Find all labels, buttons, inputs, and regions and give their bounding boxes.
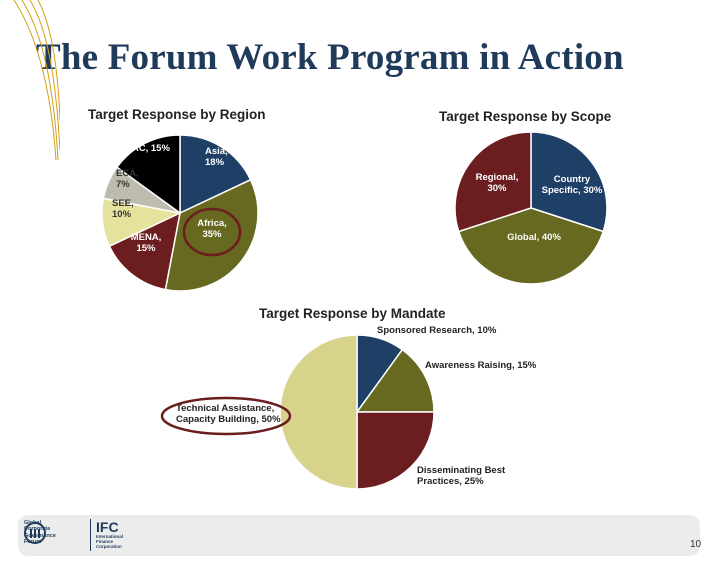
pie-chart-2: Sponsored Research, 10% Awareness Raising… — [160, 325, 537, 490]
logo-divider — [90, 519, 91, 551]
slice-label: Asia, 18% — [205, 146, 228, 168]
pie-slice — [179, 134, 252, 215]
slice-label: Technical Assistance, Capacity Building, … — [176, 403, 281, 425]
slice-label: Awareness Raising, 15% — [425, 360, 537, 371]
pie-slice — [530, 131, 608, 233]
slice-label: MENA, 15% — [131, 232, 162, 254]
chart-title-mandate: Target Response by Mandate — [259, 306, 446, 321]
pie-slice — [355, 348, 435, 413]
slice-label: LAC, 15% — [126, 143, 170, 154]
pie-slice — [356, 411, 435, 490]
pie-slice — [454, 131, 532, 233]
pie-slice — [164, 178, 259, 292]
chart-title-region: Target Response by Region — [88, 107, 266, 122]
slice-label: ECA, 7% — [116, 168, 139, 190]
page-number: 10 — [690, 539, 702, 550]
slice-label: Regional, 30% — [476, 172, 519, 194]
slice-label: Country Specific, 30% — [542, 174, 603, 196]
corner-decoration — [13, 0, 60, 160]
slice-label: SEE, 10% — [112, 198, 134, 220]
pie-slice — [457, 207, 605, 285]
slice-label: Africa, 35% — [197, 218, 227, 240]
ifc-logo: IFC International Finance Corporation — [96, 520, 138, 550]
highlight-ring — [182, 207, 242, 257]
chart-title-scope: Target Response by Scope — [439, 109, 612, 124]
pie-slice — [108, 211, 182, 291]
slide-title: The Forum Work Program in Action — [36, 37, 624, 78]
pie-chart-1: Country Specific, 30% Global, 40% Regional,… — [454, 131, 608, 285]
slice-label: Global, 40% — [507, 232, 561, 243]
ifc-logo-text: International Finance Corporation — [96, 534, 124, 550]
gcgf-emblem-icon — [24, 522, 46, 544]
ifc-logo-mark: IFC — [96, 519, 119, 535]
pie-chart-0: Asia, 18% Africa, 35% MENA, 15% SEE, 10% ECA, 7% L… — [101, 134, 259, 292]
footer-bar: Global Corporate Governance Forum IFC In… — [18, 515, 700, 556]
pie-slice — [115, 134, 181, 215]
highlight-ring — [160, 396, 292, 436]
gcgf-logo: Global Corporate Governance Forum — [24, 520, 66, 546]
slice-label: Sponsored Research, 10% — [377, 325, 497, 336]
pie-slice — [279, 334, 358, 490]
slice-label: Disseminating Best Practices, 25% — [417, 465, 506, 487]
